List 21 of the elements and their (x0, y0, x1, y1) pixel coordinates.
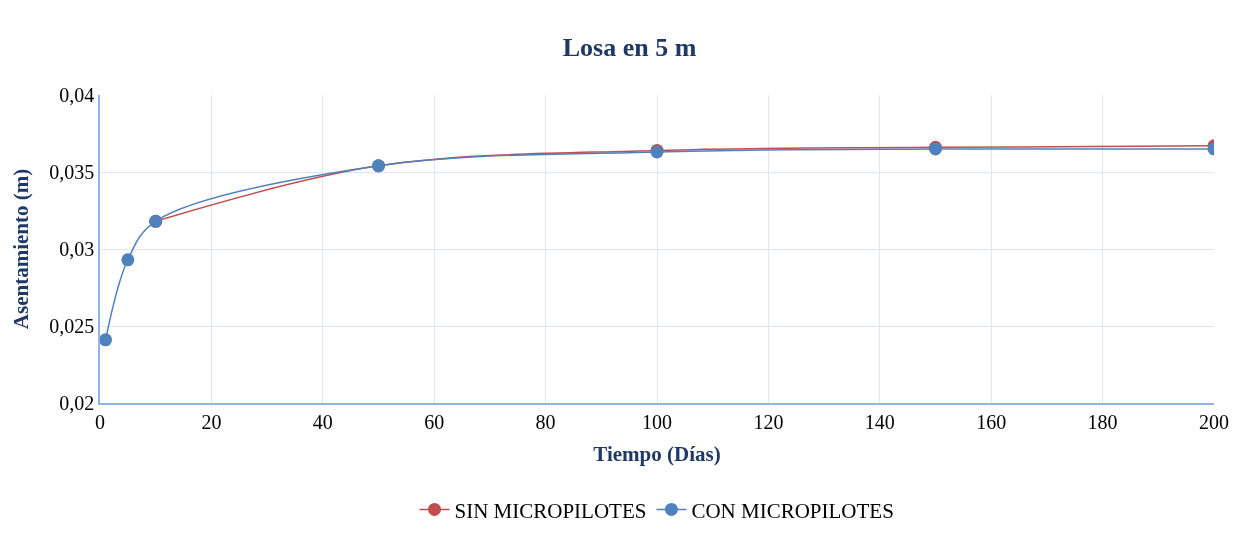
y-axis-title: Asentamiento (m) (8, 168, 33, 330)
y-tick-label: 0,03 (59, 238, 95, 260)
x-tick-label: 20 (201, 410, 222, 433)
y-tick-label: 0,035 (49, 161, 95, 183)
x-tick-label: 200 (1199, 410, 1229, 433)
x-tick-label: 0 (95, 410, 105, 433)
y-tick-label: 0,02 (59, 392, 95, 414)
x-tick-label: 80 (535, 410, 556, 433)
x-axis-title: Tiempo (Días) (593, 442, 721, 467)
x-tick-label: 40 (312, 410, 333, 433)
y-tick-label: 0,025 (49, 315, 95, 337)
legend-label: SIN MICROPILOTES (454, 498, 647, 523)
y-tick-label: 0,04 (59, 84, 95, 106)
x-tick-label: 60 (424, 410, 445, 433)
x-tick-label: 180 (1087, 410, 1118, 433)
x-tick-label: 120 (753, 410, 784, 433)
chart-title: Losa en 5 m (562, 33, 697, 63)
x-tick-label: 160 (976, 410, 1007, 433)
x-tick-label: 100 (642, 410, 672, 433)
legend-label: CON MICROPILOTES (691, 498, 894, 523)
x-tick-label: 140 (864, 410, 895, 433)
